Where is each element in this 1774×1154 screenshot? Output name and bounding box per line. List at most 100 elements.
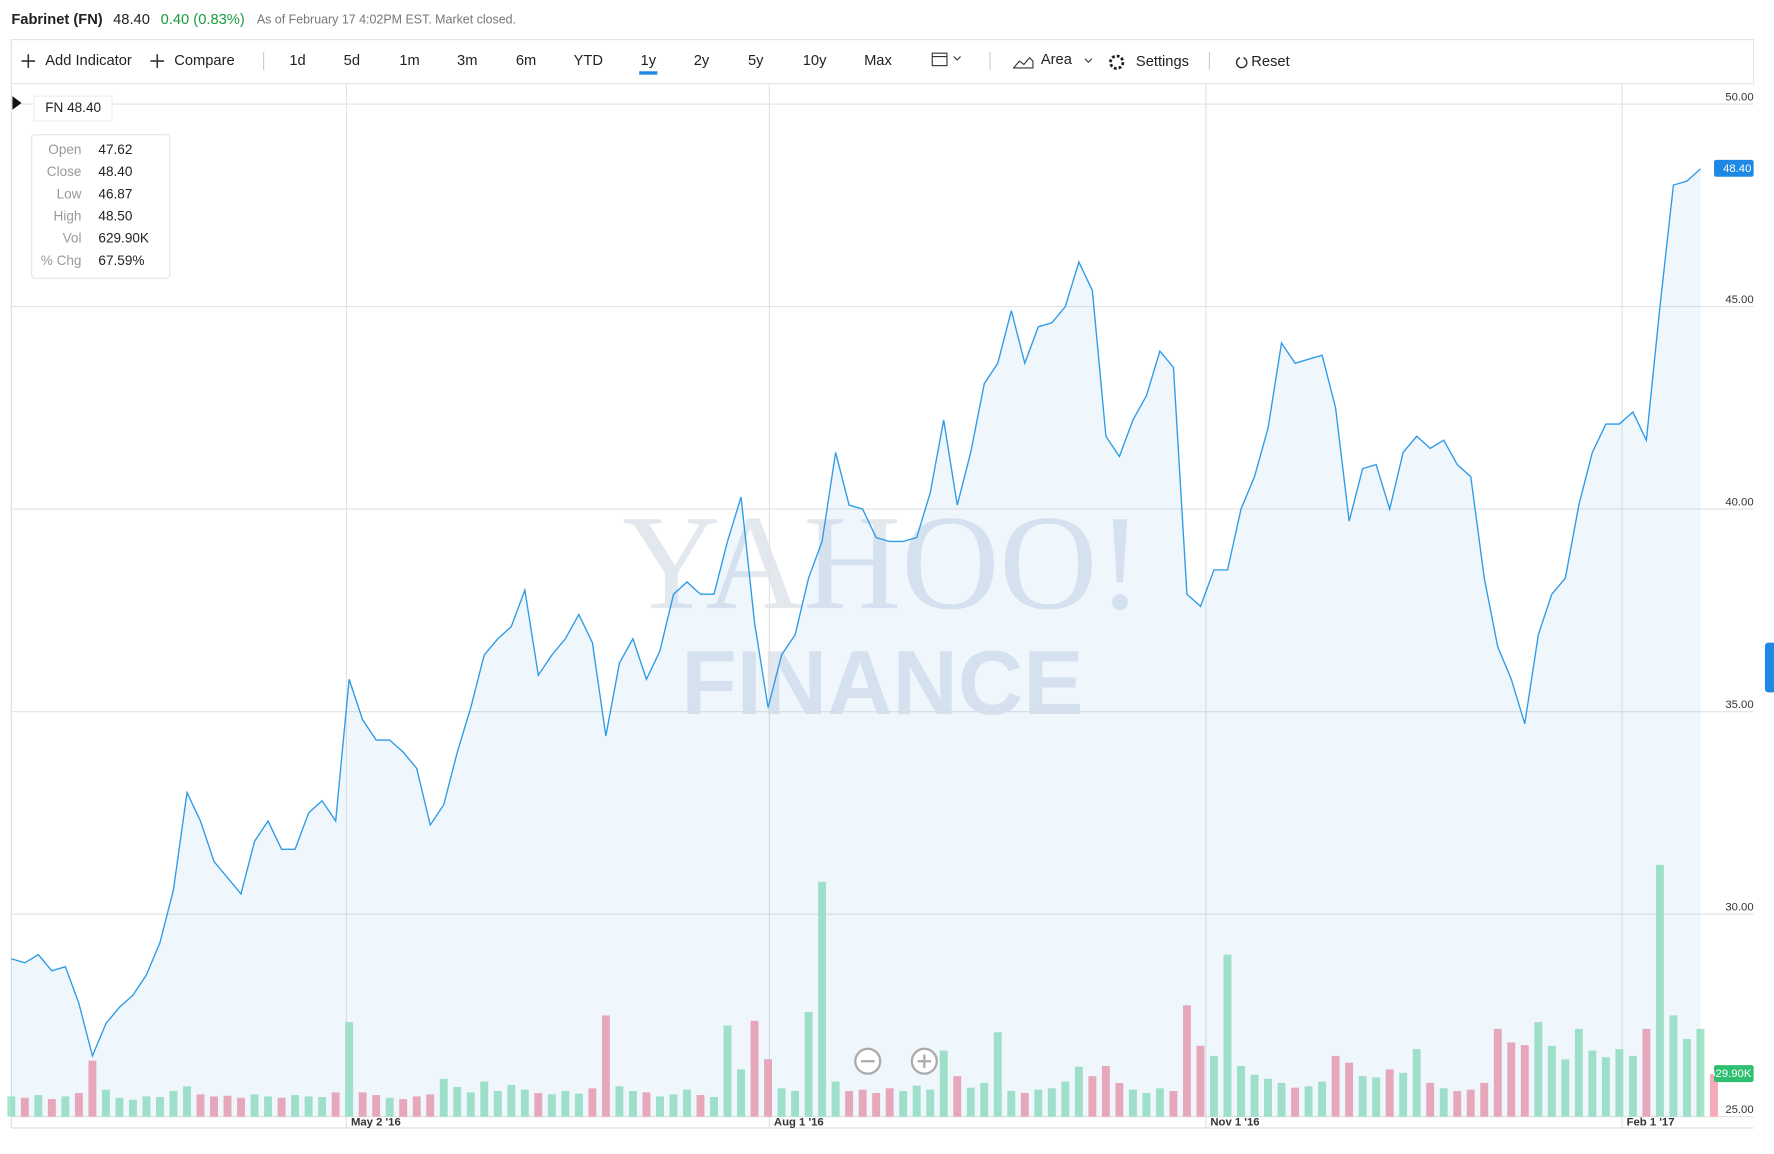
toolbar-items: Add Indicator Compare Area Settings Rese… bbox=[21, 52, 1290, 71]
volume-bar bbox=[128, 1099, 137, 1117]
range-button[interactable]: 6m bbox=[516, 53, 536, 69]
volume-bar bbox=[34, 1095, 43, 1117]
range-button[interactable]: 2y bbox=[694, 53, 710, 69]
volume-bar bbox=[547, 1094, 556, 1117]
tooltip-value: 67.59% bbox=[98, 253, 144, 268]
volume-bar bbox=[1128, 1089, 1137, 1117]
volume-bar bbox=[1534, 1022, 1543, 1117]
tooltip-value: 48.40 bbox=[98, 164, 132, 179]
calendar-icon[interactable] bbox=[931, 52, 948, 67]
tooltip-label: Low bbox=[57, 186, 82, 201]
y-tick-label: 40.00 bbox=[1725, 496, 1753, 508]
settings[interactable]: Settings bbox=[1136, 54, 1189, 70]
range-button[interactable]: 1y bbox=[641, 53, 657, 69]
range-button[interactable]: 3m bbox=[457, 53, 477, 69]
volume-bar bbox=[169, 1091, 178, 1117]
tooltip-value: 629.90K bbox=[98, 231, 149, 246]
volume-bar bbox=[1142, 1093, 1151, 1117]
compare[interactable]: Compare bbox=[174, 53, 234, 69]
add-indicator[interactable]: Add Indicator bbox=[45, 53, 132, 69]
volume-bar bbox=[237, 1097, 246, 1117]
volume-bar bbox=[1588, 1050, 1597, 1117]
volume-bar bbox=[1439, 1088, 1448, 1117]
quote-title: Fabrinet (FN) bbox=[11, 12, 102, 28]
volume-bar bbox=[1453, 1091, 1462, 1117]
volume-bar bbox=[1169, 1091, 1178, 1117]
volume-bar bbox=[142, 1096, 151, 1117]
volume-bar bbox=[683, 1089, 691, 1117]
plot: 25.00 30.00 35.00 40.00 45.00 50.00 May 2 '16 A… bbox=[7, 84, 1754, 1128]
volume-bar bbox=[642, 1092, 651, 1117]
range-selected bbox=[639, 71, 658, 75]
volume-bar bbox=[304, 1096, 313, 1117]
chart-type[interactable]: Area bbox=[1041, 52, 1073, 68]
area-fill bbox=[11, 168, 1701, 1117]
watermark-text: YAHOO! bbox=[622, 488, 1142, 638]
volume-bar bbox=[953, 1076, 962, 1117]
volume-bar bbox=[74, 1093, 83, 1117]
volume-bar bbox=[156, 1097, 164, 1117]
volume-bar bbox=[696, 1095, 705, 1117]
range-button[interactable]: 10y bbox=[803, 53, 827, 69]
caret bbox=[1084, 58, 1093, 64]
tooltip-rows: Open 47.62 Close 48.40 Low 46.87 High 48.50 Vol 6… bbox=[41, 142, 149, 268]
collapse-arrow[interactable] bbox=[12, 96, 22, 110]
volume-bar bbox=[61, 1096, 70, 1117]
volume-bar bbox=[723, 1025, 732, 1117]
volume-bar bbox=[899, 1091, 908, 1117]
volume-bars bbox=[7, 864, 1718, 1117]
volume-bar bbox=[88, 1060, 97, 1117]
volume-bar bbox=[1101, 1066, 1110, 1117]
volume-bar bbox=[1480, 1082, 1489, 1117]
volume-bar bbox=[331, 1092, 340, 1117]
range-button[interactable]: 5y bbox=[748, 53, 764, 69]
volume-bar bbox=[818, 881, 827, 1117]
x-tick-label: May 2 '16 bbox=[351, 1116, 401, 1128]
volume-bar bbox=[845, 1091, 854, 1117]
y-tick-label: 35.00 bbox=[1725, 699, 1753, 711]
volume-bar bbox=[858, 1089, 867, 1117]
plus-icon bbox=[150, 54, 165, 68]
y-tick-label: 30.00 bbox=[1725, 901, 1753, 913]
range-button[interactable]: YTD bbox=[574, 53, 603, 69]
range-button[interactable]: 1m bbox=[399, 53, 419, 69]
x-tick-label: Aug 1 '16 bbox=[774, 1116, 824, 1128]
volume-bar bbox=[1574, 1028, 1583, 1117]
volume-bar bbox=[669, 1094, 678, 1117]
volume-bar bbox=[412, 1096, 421, 1117]
volume-bar bbox=[318, 1097, 327, 1117]
volume-bar bbox=[1264, 1078, 1272, 1117]
volume-bar bbox=[466, 1092, 475, 1117]
price-tag-text: 48.40 bbox=[1723, 163, 1751, 175]
volume-bar bbox=[966, 1087, 975, 1117]
tooltip bbox=[31, 134, 171, 279]
volume-bar bbox=[1710, 1074, 1718, 1117]
tooltip-value: 47.62 bbox=[98, 142, 132, 157]
volume-bar bbox=[210, 1096, 218, 1117]
quote-status: As of February 17 4:02PM EST. Market clo… bbox=[257, 13, 516, 27]
volume-bar bbox=[655, 1096, 664, 1117]
y-tick-label: 25.00 bbox=[1725, 1104, 1753, 1116]
quote-price: 48.40 bbox=[113, 12, 150, 28]
reset[interactable]: Reset bbox=[1251, 54, 1289, 70]
volume-bar bbox=[1507, 1042, 1516, 1117]
volume-bar bbox=[1655, 864, 1664, 1117]
volume-bar bbox=[764, 1059, 773, 1117]
legend-tag bbox=[33, 95, 113, 122]
x-tick-label: Feb 1 '17 bbox=[1627, 1116, 1675, 1128]
watermark-text: FINANCE bbox=[681, 633, 1083, 734]
quote-change: 0.40 (0.83%) bbox=[161, 12, 245, 28]
range-button[interactable]: Max bbox=[864, 53, 892, 69]
volume-bar bbox=[520, 1089, 529, 1117]
side-tab[interactable] bbox=[1764, 642, 1774, 693]
volume-bar bbox=[1615, 1049, 1624, 1117]
range-button[interactable]: 5d bbox=[344, 53, 360, 69]
volume-bar bbox=[993, 1032, 1002, 1117]
volume-bar bbox=[1345, 1062, 1354, 1117]
volume-bar bbox=[1088, 1076, 1097, 1117]
volume-bar bbox=[1196, 1045, 1205, 1117]
volume-bar bbox=[101, 1089, 110, 1117]
range-button[interactable]: 1d bbox=[289, 53, 305, 69]
volume-bar bbox=[574, 1093, 583, 1117]
price-tag bbox=[1714, 159, 1754, 177]
